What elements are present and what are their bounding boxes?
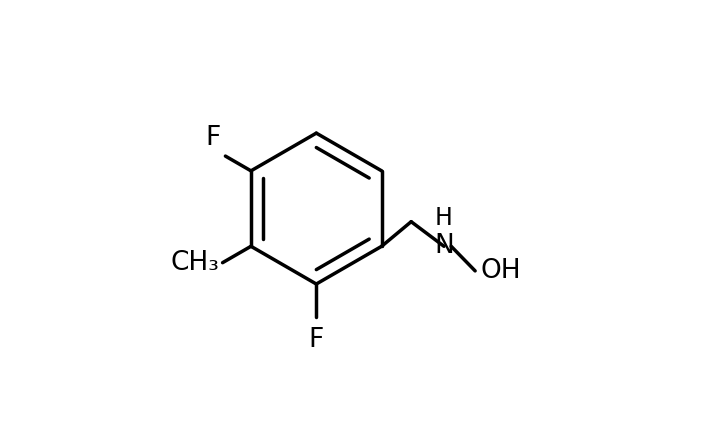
- Text: OH: OH: [480, 258, 521, 284]
- Text: H: H: [435, 206, 453, 230]
- Text: CH₃: CH₃: [171, 250, 219, 276]
- Text: F: F: [309, 327, 324, 353]
- Text: N: N: [434, 233, 454, 259]
- Text: F: F: [205, 125, 221, 151]
